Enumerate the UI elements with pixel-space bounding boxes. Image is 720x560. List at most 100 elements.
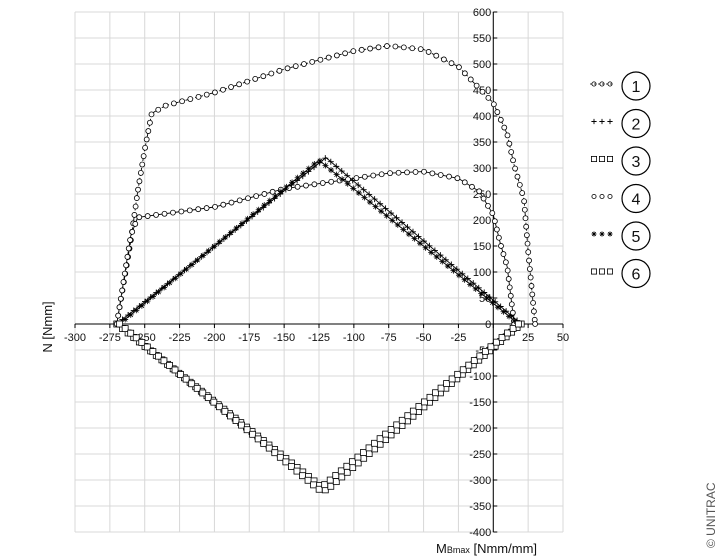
marker-circle — [505, 276, 512, 282]
marker-square — [293, 467, 301, 475]
marker-circle — [467, 76, 474, 83]
marker-circle — [125, 245, 132, 252]
marker-circle — [493, 226, 500, 233]
x-tick-label: -25 — [450, 332, 466, 344]
x-tick-label: -300 — [64, 332, 86, 344]
x-axis-title: MBmax [Nmm/mm] — [436, 541, 537, 556]
marker-circle — [494, 109, 501, 115]
marker-square — [249, 430, 257, 438]
marker-square — [127, 329, 135, 337]
marker-circle — [236, 81, 243, 88]
marker-square — [599, 268, 606, 275]
marker-star — [138, 302, 145, 309]
marker-square — [160, 357, 168, 365]
marker-circle — [284, 65, 291, 72]
marker-circle — [387, 170, 393, 177]
marker-circle — [147, 119, 153, 126]
marker-circle — [528, 283, 535, 289]
marker-square — [221, 407, 229, 415]
marker-circle — [440, 56, 447, 63]
marker-circle — [490, 101, 497, 108]
marker-square — [591, 268, 598, 275]
marker-circle — [117, 295, 124, 302]
marker-star — [355, 189, 362, 196]
marker-square — [599, 155, 606, 162]
marker-circle — [489, 210, 496, 217]
marker-circle — [276, 67, 283, 74]
marker-square — [459, 366, 467, 374]
marker-circle — [350, 48, 357, 55]
x-tick-label: -100 — [343, 332, 365, 344]
marker-square — [227, 412, 234, 420]
marker-square — [393, 421, 401, 429]
marker-circle — [495, 234, 502, 241]
y-tick-labels: 600550500450400350300250200150100500-50-… — [469, 7, 491, 539]
marker-circle — [116, 304, 123, 311]
marker-circle — [162, 102, 169, 109]
marker-circle — [448, 60, 455, 67]
marker-square — [271, 449, 279, 457]
marker-square — [387, 426, 395, 433]
marker-circle — [599, 193, 605, 199]
marker-square — [591, 155, 598, 162]
marker-square — [155, 352, 162, 360]
marker-star — [483, 295, 490, 302]
legend-entry-4: 4 — [591, 183, 651, 214]
marker-plus — [399, 219, 406, 226]
marker-circle — [137, 170, 144, 176]
marker-plus — [338, 168, 345, 175]
marker-star — [450, 267, 457, 274]
marker-circle — [498, 243, 504, 249]
marker-square — [493, 338, 500, 346]
marker-circle — [148, 111, 155, 118]
marker-plus — [393, 214, 400, 221]
marker-circle — [123, 262, 129, 269]
marker-circle — [260, 73, 267, 80]
marker-circle — [319, 180, 326, 186]
marker-circle — [446, 173, 452, 180]
marker-square — [376, 435, 384, 443]
marker-circle — [392, 43, 399, 50]
y-tick-label: 300 — [473, 163, 491, 175]
marker-square — [354, 453, 362, 461]
marker-star — [127, 311, 134, 318]
marker-circle — [425, 49, 432, 55]
marker-square — [282, 458, 290, 466]
marker-circle — [236, 197, 243, 204]
marker-star — [188, 261, 195, 268]
x-tick-labels: -300 -275 -250 -225 -200 -175 -150 -125 -100 -75-… — [64, 332, 569, 344]
marker-circle — [301, 61, 307, 67]
marker-square — [193, 384, 201, 392]
marker-square — [260, 440, 268, 447]
marker-circle — [370, 172, 377, 179]
legend-number: 2 — [632, 117, 641, 134]
marker-circle — [530, 299, 536, 306]
x-axis-title-sub: Bmax — [447, 545, 471, 555]
marker-circle — [473, 82, 480, 89]
marker-star — [211, 243, 218, 250]
marker-circle — [504, 132, 511, 139]
y-tick-label: -100 — [469, 371, 491, 383]
marker-star — [289, 179, 296, 186]
marker-star — [294, 174, 301, 181]
series-4 — [113, 168, 518, 327]
marker-plus — [322, 155, 329, 162]
marker-square — [182, 375, 190, 383]
marker-star — [433, 253, 440, 260]
marker-star — [506, 313, 513, 320]
marker-plus — [382, 205, 389, 212]
x-tick-label: -275 — [99, 332, 121, 344]
marker-square — [398, 416, 406, 424]
marker-star — [511, 317, 518, 324]
marker-star — [222, 234, 229, 241]
x-axis-title-main: M — [436, 541, 447, 556]
marker-circle — [461, 179, 468, 186]
marker-star — [250, 211, 257, 218]
marker-star — [272, 193, 279, 200]
marker-star — [394, 221, 401, 228]
marker-circle — [187, 96, 194, 102]
marker-square — [470, 357, 478, 364]
marker-square — [265, 444, 273, 452]
marker-circle — [433, 52, 440, 59]
